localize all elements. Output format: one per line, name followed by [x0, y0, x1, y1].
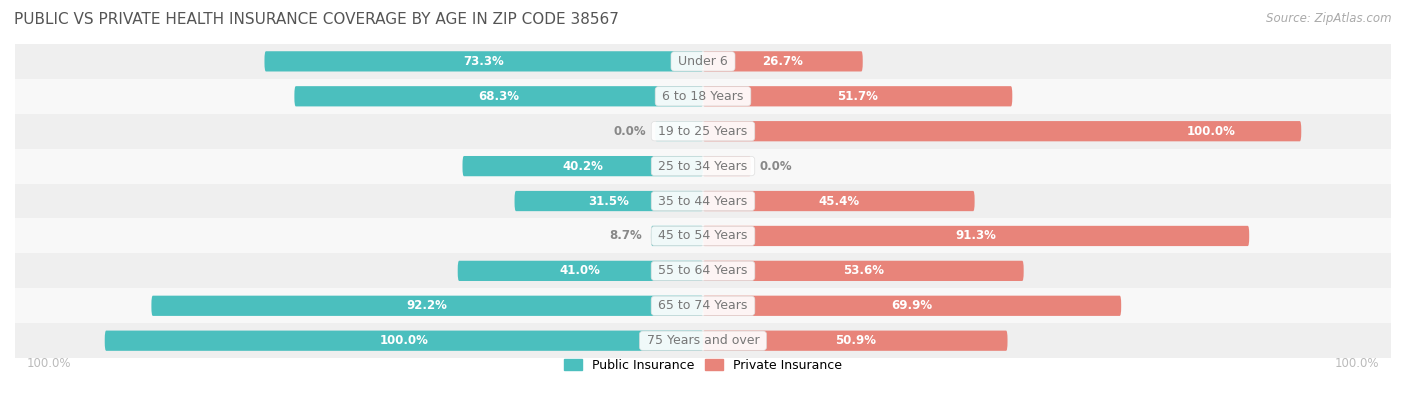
FancyBboxPatch shape [703, 191, 974, 211]
Bar [15, 323, 1391, 358]
FancyBboxPatch shape [703, 86, 1012, 107]
FancyBboxPatch shape [264, 51, 703, 71]
FancyBboxPatch shape [515, 191, 703, 211]
Text: 41.0%: 41.0% [560, 264, 600, 278]
Bar [15, 254, 1391, 288]
Text: 19 to 25 Years: 19 to 25 Years [654, 125, 752, 138]
Text: 0.0%: 0.0% [613, 125, 647, 138]
Bar [15, 114, 1391, 149]
Text: 35 to 44 Years: 35 to 44 Years [654, 195, 752, 208]
Bar [15, 218, 1391, 254]
Text: Source: ZipAtlas.com: Source: ZipAtlas.com [1267, 12, 1392, 25]
Text: 69.9%: 69.9% [891, 299, 932, 312]
Text: 92.2%: 92.2% [406, 299, 447, 312]
FancyBboxPatch shape [703, 330, 1008, 351]
Text: 8.7%: 8.7% [609, 230, 643, 242]
Text: 26.7%: 26.7% [762, 55, 803, 68]
FancyBboxPatch shape [294, 86, 703, 107]
FancyBboxPatch shape [458, 261, 703, 281]
Text: 75 Years and over: 75 Years and over [643, 334, 763, 347]
Text: Under 6: Under 6 [673, 55, 733, 68]
Text: 55 to 64 Years: 55 to 64 Years [654, 264, 752, 278]
FancyBboxPatch shape [651, 226, 703, 246]
Text: 65 to 74 Years: 65 to 74 Years [654, 299, 752, 312]
Text: 100.0%: 100.0% [1334, 357, 1379, 370]
Text: 53.6%: 53.6% [842, 264, 884, 278]
Bar [15, 44, 1391, 79]
FancyBboxPatch shape [703, 296, 1121, 316]
FancyBboxPatch shape [703, 156, 751, 176]
Legend: Public Insurance, Private Insurance: Public Insurance, Private Insurance [558, 354, 848, 377]
Text: 25 to 34 Years: 25 to 34 Years [654, 159, 752, 173]
Text: 31.5%: 31.5% [588, 195, 630, 208]
Bar [15, 149, 1391, 183]
Text: 100.0%: 100.0% [1187, 125, 1236, 138]
FancyBboxPatch shape [463, 156, 703, 176]
FancyBboxPatch shape [152, 296, 703, 316]
Text: 100.0%: 100.0% [27, 357, 72, 370]
Text: 100.0%: 100.0% [380, 334, 429, 347]
FancyBboxPatch shape [703, 51, 863, 71]
Text: 68.3%: 68.3% [478, 90, 519, 103]
Text: 40.2%: 40.2% [562, 159, 603, 173]
Text: 45.4%: 45.4% [818, 195, 859, 208]
Text: 50.9%: 50.9% [835, 334, 876, 347]
Bar [15, 183, 1391, 218]
Bar [15, 288, 1391, 323]
Bar [15, 79, 1391, 114]
Text: 45 to 54 Years: 45 to 54 Years [654, 230, 752, 242]
FancyBboxPatch shape [703, 261, 1024, 281]
Text: 73.3%: 73.3% [464, 55, 505, 68]
Text: 0.0%: 0.0% [759, 159, 793, 173]
Text: 51.7%: 51.7% [837, 90, 879, 103]
FancyBboxPatch shape [703, 121, 1302, 141]
Text: 91.3%: 91.3% [956, 230, 997, 242]
FancyBboxPatch shape [104, 330, 703, 351]
FancyBboxPatch shape [703, 226, 1249, 246]
Text: PUBLIC VS PRIVATE HEALTH INSURANCE COVERAGE BY AGE IN ZIP CODE 38567: PUBLIC VS PRIVATE HEALTH INSURANCE COVER… [14, 12, 619, 27]
Text: 6 to 18 Years: 6 to 18 Years [658, 90, 748, 103]
FancyBboxPatch shape [655, 121, 703, 141]
